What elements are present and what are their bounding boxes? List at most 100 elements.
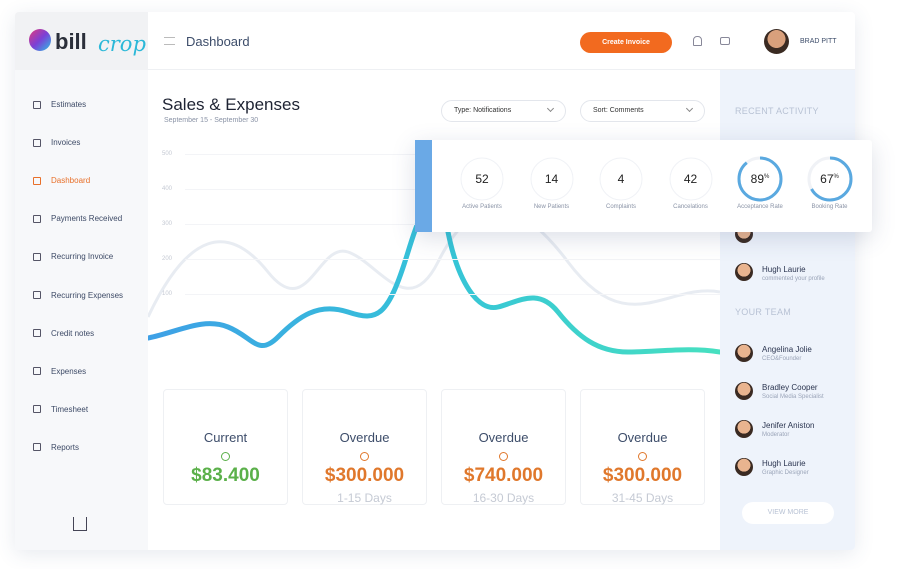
team-member[interactable]: Bradley Cooper Social Media Specialist [762,383,824,400]
team-member[interactable]: Hugh Laurie Graphic Designer [762,459,809,476]
stat-number: 67 [820,172,834,186]
logo-text: crop [98,32,146,56]
nav-label: Invoices [51,138,81,148]
share-icon[interactable] [73,517,87,531]
nav-label: Estimates [51,100,87,109]
header-title: Dashboard [186,34,250,49]
nav-item[interactable]: Recurring Invoice [33,252,113,261]
card-icon [221,452,230,461]
stat-label: Booking Rate [811,204,848,210]
ring-progress [807,156,852,202]
date-range: September 15 - September 30 [164,117,259,124]
nav-icon [33,252,41,261]
card-label: Overdue [617,430,668,445]
stat: 4 Complaints [586,155,656,210]
nav-item[interactable]: Payments Received [33,214,122,223]
activity-text: commented your profile [762,276,825,282]
summary-card: Overdue $300.000 31-45 Days [580,389,705,505]
nav-item[interactable]: Credit notes [33,329,94,338]
card-amount: $300.000 [324,465,405,486]
user-avatar[interactable] [764,29,789,54]
y-tick-label: 400 [162,186,173,192]
view-more-button[interactable]: VIEW MORE [742,502,834,524]
nav-item[interactable]: Expenses [33,367,86,376]
nav-label: Timesheet [51,404,89,414]
stat-unit: % [764,174,770,180]
stats-card: 52 Active Patients 14 New Patients 4 Complain… [415,140,872,232]
nav-item[interactable]: Timesheet [33,405,88,414]
filter-label: Type: Notifications [454,107,512,114]
ring-track [460,157,504,201]
card-label: Overdue [478,430,529,445]
card-label: Current [203,430,248,445]
card-amount: $300.000 [602,465,683,486]
stat-value: 42 [656,172,726,186]
stat-value: 14 [517,172,587,186]
nav-item[interactable]: Reports [33,443,79,452]
nav-label: Recurring Invoice [51,252,114,262]
nav-item[interactable]: Invoices [33,138,80,147]
stat-label: Active Patients [462,204,502,210]
stat: 42 Cancelations [656,155,726,210]
stat-number: 89 [750,172,764,186]
y-tick-label: 200 [162,256,173,262]
nav-icon [33,138,41,147]
user-name[interactable]: BRAD PITT [800,38,837,45]
member-role: Graphic Designer [762,470,809,476]
stat-label: Acceptance Rate [737,204,783,210]
stats-tab[interactable] [415,140,432,232]
summary-card: Current $83.400 [163,389,288,505]
stat-ring [460,157,504,201]
nav-item[interactable]: Recurring Expenses [33,291,123,300]
avatar [735,458,753,476]
ring-track [530,157,573,201]
stat-number: 42 [683,172,698,186]
ring-track [669,157,712,201]
stat: 67% Booking Rate [795,155,865,210]
nav-icon [33,100,41,109]
ring-track [599,157,643,201]
bell-icon[interactable] [693,36,702,46]
stat-value: 89% [725,172,795,186]
avatar [735,263,753,281]
stat-label: Cancelations [673,204,708,210]
team-member[interactable]: Jenifer Aniston Moderator [762,421,814,438]
stat-unit: % [833,174,839,180]
header: Dashboard Create Invoice BRAD PITT [148,12,855,70]
team-member[interactable]: Angelina Jolie CEO&Founder [762,345,812,362]
logo: bill crop [15,12,148,70]
dropdown-arrow [546,104,555,113]
stat-value: 67% [795,172,865,186]
card-icon [499,452,508,461]
nav-icon [33,214,41,223]
filter-dropdown[interactable]: Type: Notifications [441,100,566,122]
nav-label: Payments Received [51,214,123,224]
chat-icon[interactable] [720,37,730,45]
stat-ring [737,156,783,202]
nav-item[interactable]: Dashboard [33,176,90,185]
member-role: Moderator [762,432,790,438]
card-range: 1-15 Days [337,491,392,505]
stat: 52 Active Patients [447,155,517,210]
card-amount: $83.400 [191,465,260,486]
y-tick-label: 100 [162,291,173,297]
y-tick-label: 300 [162,221,173,227]
stat-number: 52 [475,172,489,186]
nav-icon [33,329,41,338]
logo-text: bill [55,29,87,54]
member-role: CEO&Founder [762,356,802,362]
avatar [735,382,753,400]
grid-line [185,294,720,295]
create-invoice-button[interactable]: Create Invoice [580,32,672,53]
nav-label: Credit notes [51,328,95,338]
menu-icon[interactable] [164,37,175,45]
stat-ring [807,156,852,202]
stat-value: 4 [586,172,656,186]
nav-icon [33,176,41,185]
nav-label: Expenses [51,366,87,376]
filter-dropdown[interactable]: Sort: Comments [580,100,705,122]
summary-card: Overdue $300.000 1-15 Days [302,389,427,505]
stat-label: Complaints [605,204,636,210]
nav-item[interactable]: Estimates [33,100,86,109]
